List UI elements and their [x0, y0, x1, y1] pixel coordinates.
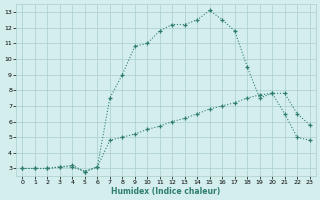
X-axis label: Humidex (Indice chaleur): Humidex (Indice chaleur) [111, 187, 221, 196]
